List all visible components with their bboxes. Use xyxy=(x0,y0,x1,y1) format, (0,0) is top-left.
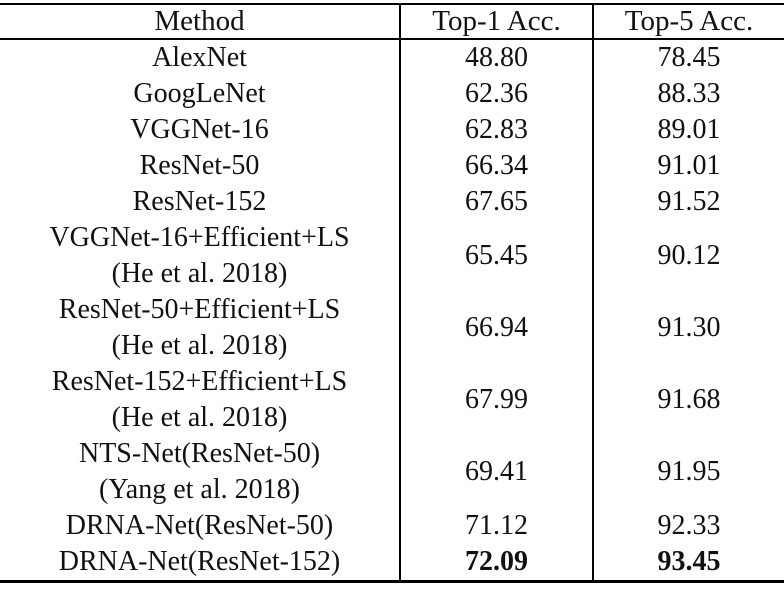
header-method: Method xyxy=(0,4,400,40)
method-line: DRNA-Net(ResNet-50) xyxy=(65,510,334,541)
method-line: ResNet-50 xyxy=(139,150,260,181)
method-line: GoogLeNet xyxy=(133,78,266,109)
top5-acc-cell: 91.95 xyxy=(592,436,784,508)
table-row: ResNet-50 66.34 91.01 xyxy=(0,148,784,184)
table-row: DRNA-Net(ResNet-152) 72.09 93.45 xyxy=(0,544,784,582)
method-cell: ResNet-152+Efficient+LS (He et al. 2018) xyxy=(0,364,400,436)
method-cell: ResNet-152 xyxy=(0,184,400,220)
top1-acc-cell: 69.41 xyxy=(399,436,593,508)
table-row: NTS-Net(ResNet-50) (Yang et al. 2018) 69.4… xyxy=(0,436,784,508)
method-cell: VGGNet-16+Efficient+LS (He et al. 2018) xyxy=(0,220,400,292)
top5-acc-cell: 91.52 xyxy=(592,184,784,220)
top5-acc-cell: 92.33 xyxy=(592,508,784,544)
method-line: ResNet-152+Efficient+LS xyxy=(51,366,348,397)
top1-acc-cell: 67.99 xyxy=(399,364,593,436)
top5-acc-cell: 91.30 xyxy=(592,292,784,364)
method-line: (He et al. 2018) xyxy=(111,402,288,433)
method-line: AlexNet xyxy=(152,42,247,73)
table-row: VGGNet-16+Efficient+LS (He et al. 2018) 65… xyxy=(0,220,784,292)
top5-acc-cell: 93.45 xyxy=(592,544,784,582)
method-cell: ResNet-50 xyxy=(0,148,400,184)
table-row: ResNet-50+Efficient+LS (He et al. 2018) 66… xyxy=(0,292,784,364)
table-row: ResNet-152 67.65 91.52 xyxy=(0,184,784,220)
table-row: DRNA-Net(ResNet-50) 71.12 92.33 xyxy=(0,508,784,544)
table-header: Method Top-1 Acc. Top-5 Acc. xyxy=(0,4,784,40)
top1-acc-cell: 71.12 xyxy=(399,508,593,544)
table-row: GoogLeNet 62.36 88.33 xyxy=(0,76,784,112)
top5-acc-cell: 88.33 xyxy=(592,76,784,112)
method-cell: ResNet-50+Efficient+LS (He et al. 2018) xyxy=(0,292,400,364)
method-cell: DRNA-Net(ResNet-152) xyxy=(0,544,400,582)
top1-acc-cell: 72.09 xyxy=(399,544,593,582)
table-row: VGGNet-16 62.83 89.01 xyxy=(0,112,784,148)
method-line: VGGNet-16 xyxy=(130,114,269,145)
top1-acc-cell: 66.34 xyxy=(399,148,593,184)
method-line: VGGNet-16+Efficient+LS xyxy=(49,222,350,253)
method-line: NTS-Net(ResNet-50) xyxy=(78,438,321,469)
top5-acc-cell: 78.45 xyxy=(592,39,784,76)
top1-acc-cell: 66.94 xyxy=(399,292,593,364)
method-line: ResNet-50+Efficient+LS xyxy=(58,294,341,325)
method-cell: VGGNet-16 xyxy=(0,112,400,148)
top1-acc-cell: 62.36 xyxy=(399,76,593,112)
top5-acc-cell: 90.12 xyxy=(592,220,784,292)
top1-acc-cell: 48.80 xyxy=(399,39,593,76)
top5-acc-cell: 89.01 xyxy=(592,112,784,148)
header-top1-acc: Top-1 Acc. xyxy=(399,4,593,40)
method-line: ResNet-152 xyxy=(132,186,267,217)
table-row: ResNet-152+Efficient+LS (He et al. 2018) 6… xyxy=(0,364,784,436)
top1-acc-cell: 65.45 xyxy=(399,220,593,292)
table-body: AlexNet 48.80 78.45 GoogLeNet 62.36 88.33 VGGN… xyxy=(0,39,784,582)
method-line: DRNA-Net(ResNet-152) xyxy=(58,546,341,577)
table-row: AlexNet 48.80 78.45 xyxy=(0,39,784,76)
method-line: (He et al. 2018) xyxy=(111,330,288,361)
top5-acc-cell: 91.68 xyxy=(592,364,784,436)
method-cell: NTS-Net(ResNet-50) (Yang et al. 2018) xyxy=(0,436,400,508)
header-row: Method Top-1 Acc. Top-5 Acc. xyxy=(0,4,784,40)
top1-acc-cell: 67.65 xyxy=(399,184,593,220)
method-cell: DRNA-Net(ResNet-50) xyxy=(0,508,400,544)
method-cell: AlexNet xyxy=(0,39,400,76)
results-table: Method Top-1 Acc. Top-5 Acc. AlexNet 48.8… xyxy=(0,3,784,583)
method-cell: GoogLeNet xyxy=(0,76,400,112)
top1-acc-cell: 62.83 xyxy=(399,112,593,148)
method-line: (He et al. 2018) xyxy=(111,258,288,289)
top5-acc-cell: 91.01 xyxy=(592,148,784,184)
method-line: (Yang et al. 2018) xyxy=(99,474,300,505)
header-top5-acc: Top-5 Acc. xyxy=(592,4,784,40)
